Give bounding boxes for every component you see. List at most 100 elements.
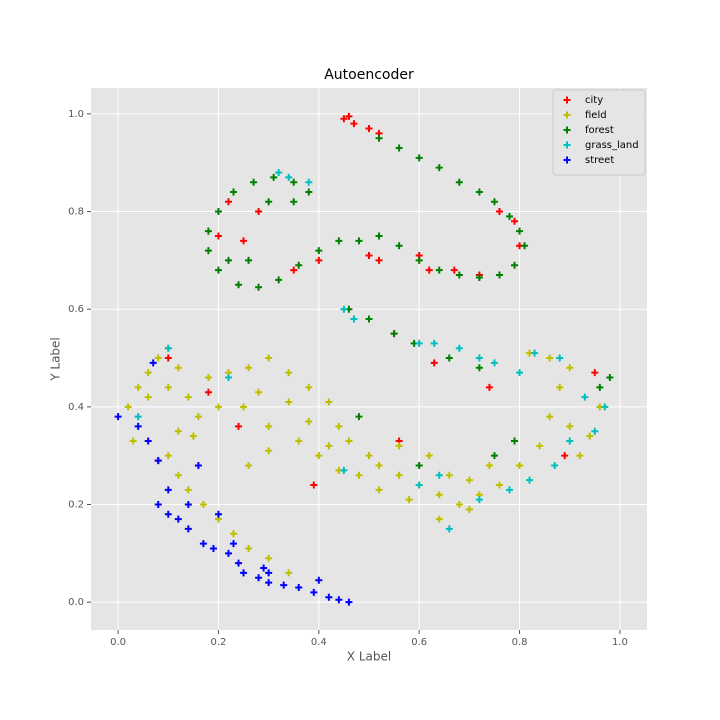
point: [129, 437, 137, 445]
point: [255, 283, 263, 291]
point: [174, 515, 182, 523]
point: [475, 496, 483, 504]
point: [230, 188, 238, 196]
point: [184, 393, 192, 401]
point: [214, 510, 222, 518]
x-tick-label: 1.0: [612, 637, 628, 648]
grid: 0.0 0.2 0.4 0.6 0.8 1.0 0.0 0.2 0.4 0.6 0.8 1.0: [68, 88, 647, 648]
point: [455, 344, 463, 352]
point: [164, 486, 172, 494]
point: [305, 178, 313, 186]
legend-label: forest: [585, 125, 614, 136]
point: [265, 579, 273, 587]
x-tick-label: 0.4: [311, 637, 327, 648]
point: [415, 256, 423, 264]
point: [305, 418, 313, 426]
point: [425, 452, 433, 460]
point: [375, 256, 383, 264]
point: [455, 501, 463, 509]
point: [516, 461, 524, 469]
point: [285, 369, 293, 377]
point: [204, 374, 212, 382]
point: [551, 461, 559, 469]
point: [144, 369, 152, 377]
point: [485, 461, 493, 469]
point: [395, 471, 403, 479]
point: [335, 596, 343, 604]
point: [245, 256, 253, 264]
point: [315, 576, 323, 584]
legend-marker: [563, 156, 571, 164]
point: [375, 232, 383, 240]
point: [164, 344, 172, 352]
point: [495, 481, 503, 489]
point: [114, 413, 122, 421]
point: [586, 432, 594, 440]
legend-label: field: [585, 110, 607, 121]
point: [345, 598, 353, 606]
point: [194, 461, 202, 469]
point: [395, 144, 403, 152]
point: [445, 471, 453, 479]
point: [596, 383, 604, 391]
point: [561, 452, 569, 460]
point: [606, 374, 614, 382]
point: [490, 452, 498, 460]
point: [340, 115, 348, 123]
point: [315, 452, 323, 460]
point: [290, 198, 298, 206]
point: [455, 271, 463, 279]
point: [164, 354, 172, 362]
y-tick-label: 0.0: [68, 597, 84, 608]
point: [295, 437, 303, 445]
point: [214, 232, 222, 240]
point: [556, 354, 564, 362]
point: [455, 178, 463, 186]
point: [340, 305, 348, 313]
point: [265, 569, 273, 577]
point: [365, 315, 373, 323]
point: [174, 364, 182, 372]
point: [164, 510, 172, 518]
legend-marker: [563, 96, 571, 104]
point: [134, 383, 142, 391]
point: [310, 588, 318, 596]
point: [235, 422, 243, 430]
point: [601, 403, 609, 411]
point: [495, 208, 503, 216]
point: [531, 349, 539, 357]
point: [285, 569, 293, 577]
legend-marker: [563, 111, 571, 119]
point: [345, 437, 353, 445]
y-tick-label: 0.6: [68, 304, 84, 315]
point: [365, 452, 373, 460]
y-axis-label: Y Label: [49, 337, 63, 382]
point: [546, 413, 554, 421]
point: [184, 486, 192, 494]
x-tick-label: 0.2: [211, 637, 227, 648]
point: [204, 388, 212, 396]
point: [199, 501, 207, 509]
point: [435, 491, 443, 499]
point: [511, 217, 519, 225]
point: [566, 364, 574, 372]
point: [245, 364, 253, 372]
point: [134, 413, 142, 421]
point: [591, 427, 599, 435]
point: [265, 354, 273, 362]
legend-marker: [563, 126, 571, 134]
chart-title: Autoencoder: [324, 67, 414, 83]
point: [204, 227, 212, 235]
point: [415, 339, 423, 347]
point: [164, 452, 172, 460]
point: [255, 574, 263, 582]
point: [315, 247, 323, 255]
point: [430, 339, 438, 347]
point: [355, 413, 363, 421]
point: [255, 208, 263, 216]
point: [295, 261, 303, 269]
point: [265, 447, 273, 455]
point: [475, 273, 483, 281]
point: [375, 486, 383, 494]
